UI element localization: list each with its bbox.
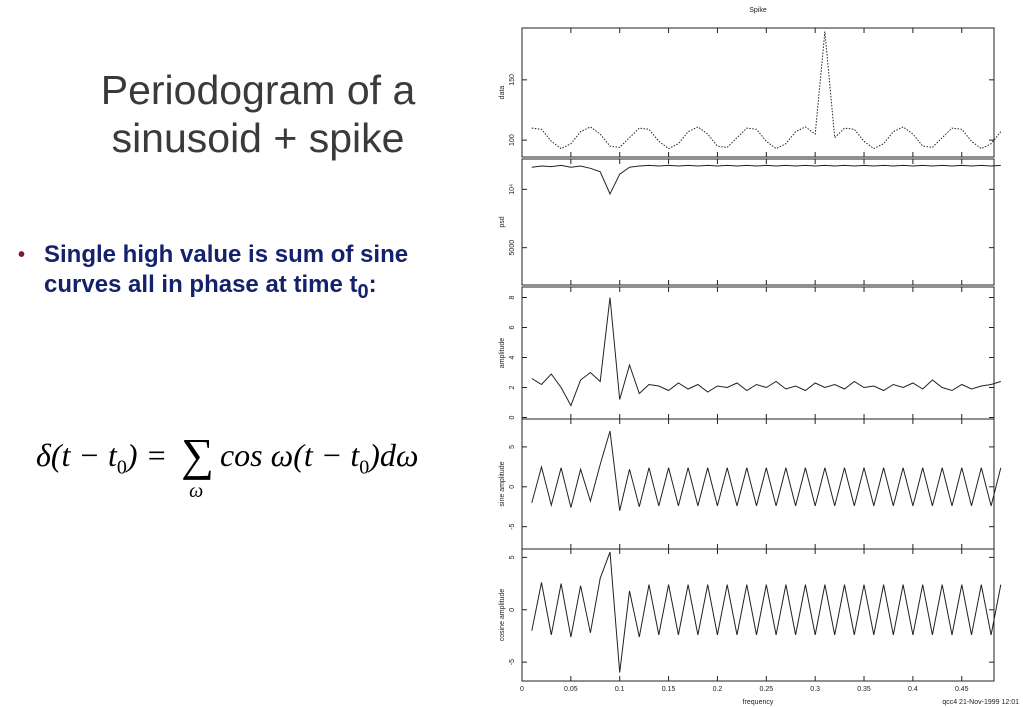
y-tick-label: 10⁴ [509,184,516,195]
y-tick-label: 5 [509,555,516,559]
y-tick-label: 5000 [509,240,516,256]
chart-title: Spike [749,7,767,14]
y-axis-label: amplitude [499,338,506,368]
y-tick-label: -5 [509,659,516,665]
x-tick-label: 0.2 [713,686,723,693]
bullet-main: Single high value is sum of sine curves … [44,241,409,298]
y-tick-label: 6 [509,325,516,329]
y-tick-label: 5 [509,445,516,449]
data-line [531,31,1002,150]
equation: δ(t − t0) = ∑ ω cos ω(t − t0)dω [36,428,419,502]
data-line [531,297,1001,407]
y-axis-label: sine amplitude [499,461,506,506]
eq-sub: 0 [359,456,370,479]
x-axis-label: frequency [743,699,774,706]
data-line [531,430,1002,511]
x-tick-label: 0.1 [615,686,625,693]
bullet-end: : [368,271,377,298]
x-tick-label: 0.35 [857,686,871,693]
eq-sum: ∑ ω [181,428,214,502]
y-axis-label: cosine amplitude [499,589,506,642]
eq-sub: 0 [116,456,127,479]
bullet-sub: 0 [357,280,369,303]
y-tick-label: 0 [509,415,516,419]
y-tick-label: 100 [509,134,516,146]
y-tick-label: 2 [509,385,516,389]
y-axis-label: data [499,86,506,100]
data-line [531,551,1002,673]
eq-part: ) = [126,437,176,473]
eq-part: cos ω(t − t [219,437,360,473]
data-line [531,164,1001,196]
x-tick-label: 0.05 [564,686,578,693]
y-tick-label: 0 [509,608,516,612]
x-tick-label: 0.15 [662,686,676,693]
panel-frame [521,158,995,286]
y-axis-label: psd [499,216,506,227]
y-tick-label: -5 [509,523,516,529]
x-tick-label: 0.45 [955,686,969,693]
slide-title: Periodogram of a sinusoid + spike [100,67,416,161]
x-tick-label: 0.25 [759,686,773,693]
panel-frame [521,27,995,158]
y-tick-label: 150 [509,74,516,86]
eq-sigma: ∑ [181,429,214,480]
panel-frame [521,548,995,682]
y-tick-label: 4 [509,355,516,359]
panel-frame [521,286,995,420]
y-tick-label: 0 [509,485,516,489]
panel-frame [521,418,995,550]
bullet: • Single high value is sum of sine curve… [18,240,458,307]
x-tick-label: 0 [520,686,524,693]
eq-part: δ(t − t [36,437,117,473]
x-tick-label: 0.4 [908,686,918,693]
footer: qcc4 21-Nov-1999 12:01 [942,699,1019,706]
eq-sum-index: ω [189,480,204,502]
bullet-dot: • [18,244,26,266]
eq-part: )dω [369,437,419,473]
x-tick-label: 0.3 [810,686,820,693]
bullet-text: Single high value is sum of sine curves … [44,240,464,307]
y-tick-label: 8 [509,295,516,299]
